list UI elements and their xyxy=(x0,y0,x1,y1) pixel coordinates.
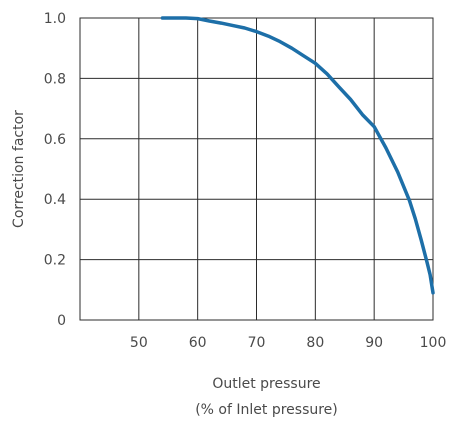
correction-factor-curve xyxy=(160,16,435,295)
x-tick-label: 80 xyxy=(306,335,324,351)
x-axis-label: Outlet pressure xyxy=(212,376,320,392)
x-tick-label: 90 xyxy=(365,335,383,351)
y-axis-label: Correction factor xyxy=(11,110,27,228)
y-tick-label: 0.6 xyxy=(44,132,66,148)
x-axis-label-unit: (% of Inlet pressure) xyxy=(195,402,338,418)
y-tick-label: 1.0 xyxy=(44,11,66,27)
x-tick-label: 70 xyxy=(248,335,266,351)
y-tick-label: 0.4 xyxy=(44,192,66,208)
plot-frame xyxy=(79,17,434,321)
y-tick-label: 0.2 xyxy=(44,253,66,269)
y-tick-label: 0 xyxy=(57,313,66,329)
y-axis-ticks: 0 0.2 0.4 0.6 0.8 1.0 xyxy=(44,11,66,329)
y-tick-label: 0.8 xyxy=(44,71,66,87)
x-tick-label: 60 xyxy=(189,335,207,351)
x-axis-ticks: 50 60 70 80 90 100 xyxy=(130,335,446,351)
x-tick-label: 100 xyxy=(420,335,447,351)
grid xyxy=(80,17,434,321)
x-tick-label: 50 xyxy=(130,335,148,351)
